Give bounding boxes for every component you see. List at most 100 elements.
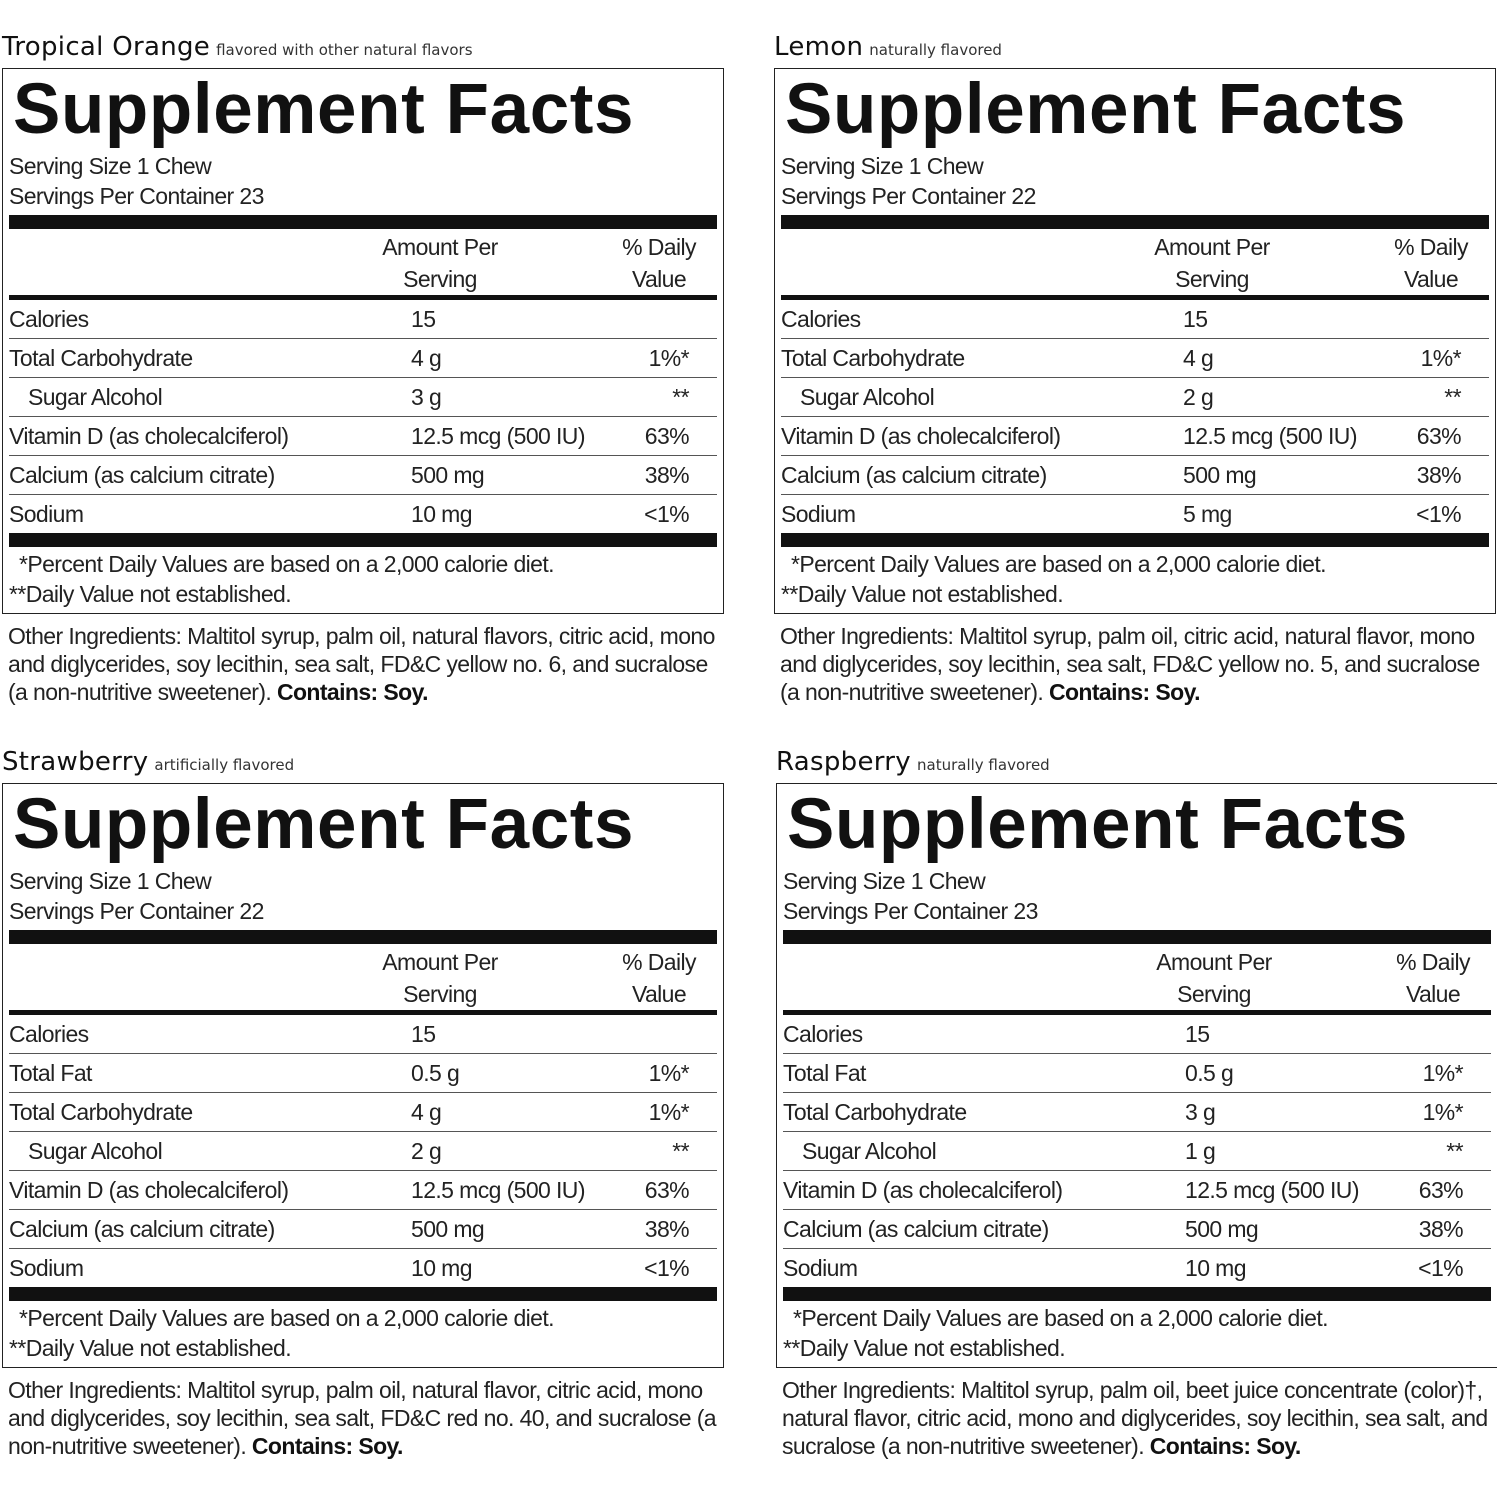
dv-header-line: Value [1405, 981, 1461, 1007]
nutrient-row: Calcium (as calcium citrate) 500 mg 38% [783, 1210, 1491, 1249]
nutrient-daily-value: 1%* [648, 345, 690, 371]
amount-header-line: Amount Per [382, 234, 498, 260]
thick-divider [9, 215, 717, 229]
nutrient-row: Calcium (as calcium citrate) 500 mg 38% [9, 1210, 717, 1249]
ingredients-text: Other Ingredients: Maltitol syrup, palm … [8, 1377, 717, 1459]
nutrient-amount: 15 [411, 306, 436, 332]
nutrient-name: Total Carbohydrate [9, 1099, 193, 1125]
nutrient-amount: 10 mg [1185, 1255, 1247, 1281]
footnote-not-established: **Daily Value not established. [9, 581, 292, 607]
dv-header-line: Value [631, 981, 687, 1007]
thick-divider [9, 533, 717, 547]
amount-header: Amount Per Serving [1149, 946, 1279, 1010]
nutrient-daily-value: <1% [644, 1255, 689, 1281]
nutrient-row: Sugar Alcohol 3 g ** [9, 378, 717, 417]
supplement-label-lemon: Lemon naturally flavored Supplement Facts S… [774, 30, 1496, 706]
nutrient-name: Calcium (as calcium citrate) [9, 462, 275, 488]
amount-header: Amount Per Serving [1147, 231, 1277, 295]
nutrient-row: Sodium 10 mg <1% [783, 1249, 1491, 1287]
medium-divider [781, 295, 1489, 300]
nutrient-row: Vitamin D (as cholecalciferol) 12.5 mcg (… [9, 417, 717, 456]
nutrient-daily-value: <1% [644, 501, 689, 527]
ingredients-text: Other Ingredients: Maltitol syrup, palm … [782, 1377, 1488, 1459]
amount-header-line: Serving [403, 981, 477, 1007]
footnote-percent: *Percent Daily Values are based on a 2,0… [19, 1305, 555, 1331]
thick-divider [9, 1287, 717, 1301]
nutrient-amount: 4 g [1183, 345, 1214, 371]
other-ingredients: Other Ingredients: Maltitol syrup, palm … [2, 1376, 728, 1460]
allergen-contains: Contains: Soy. [251, 1433, 404, 1459]
footnote-not-established: **Daily Value not established. [781, 581, 1064, 607]
nutrient-name: Total Fat [783, 1060, 866, 1086]
flavor-note: naturally flavored [869, 41, 1002, 59]
flavor-note: naturally flavored [917, 756, 1050, 774]
nutrient-row: Total Fat 0.5 g 1%* [783, 1054, 1491, 1093]
flavor-heading: Lemon naturally flavored [774, 30, 1496, 68]
dv-header: % Daily Value [1376, 231, 1486, 295]
nutrient-name: Vitamin D (as cholecalciferol) [781, 423, 1061, 449]
ingredients-text: Other Ingredients: Maltitol syrup, palm … [8, 623, 715, 705]
amount-header-line: Serving [1177, 981, 1251, 1007]
servings-per-container: Servings Per Container 22 [781, 183, 1036, 209]
amount-header-line: Amount Per [1154, 234, 1270, 260]
dv-header-line: Value [631, 266, 687, 292]
footnote-percent: *Percent Daily Values are based on a 2,0… [793, 1305, 1329, 1331]
nutrient-name: Sugar Alcohol [28, 1138, 163, 1164]
medium-divider [9, 1010, 717, 1015]
nutrient-row: Calories 15 [783, 1015, 1491, 1054]
flavor-name: Strawberry [2, 747, 149, 777]
nutrient-daily-value: ** [1444, 384, 1461, 410]
nutrient-amount: 500 mg [411, 462, 485, 488]
nutrient-amount: 15 [411, 1021, 436, 1047]
nutrient-daily-value: 38% [644, 462, 690, 488]
dv-header: % Daily Value [604, 946, 714, 1010]
nutrient-daily-value: 1%* [1420, 345, 1462, 371]
serving-size: Serving Size 1 Chew [9, 868, 212, 894]
nutrient-daily-value: <1% [1416, 501, 1461, 527]
amount-header: Amount Per Serving [375, 231, 505, 295]
nutrient-daily-value: 1%* [1422, 1099, 1464, 1125]
nutrient-amount: 12.5 mcg (500 IU) [1183, 423, 1357, 449]
nutrient-row: Calories 15 [781, 300, 1489, 339]
column-headers: Amount Per Serving % Daily Value [9, 944, 717, 1010]
serving-size: Serving Size 1 Chew [783, 868, 986, 894]
footnote-percent: *Percent Daily Values are based on a 2,0… [19, 551, 555, 577]
nutrient-row: Total Carbohydrate 3 g 1%* [783, 1093, 1491, 1132]
nutrient-daily-value: ** [1446, 1138, 1463, 1164]
flavor-note: artificially flavored [154, 756, 295, 774]
dv-header-line: % Daily [1394, 234, 1468, 260]
supplement-label-tropical-orange: Tropical Orange flavored with other natur… [2, 30, 724, 706]
other-ingredients: Other Ingredients: Maltitol syrup, palm … [2, 622, 728, 706]
column-headers: Amount Per Serving % Daily Value [783, 944, 1491, 1010]
nutrient-daily-value: 1%* [1422, 1060, 1464, 1086]
flavor-heading: Strawberry artificially flavored [2, 745, 724, 783]
nutrient-name: Sodium [9, 501, 84, 527]
amount-header-line: Amount Per [382, 949, 498, 975]
nutrient-amount: 15 [1183, 306, 1208, 332]
nutrient-name: Calories [783, 1021, 863, 1047]
nutrient-amount: 4 g [411, 345, 442, 371]
servings-per-container: Servings Per Container 23 [9, 183, 264, 209]
nutrient-name: Total Carbohydrate [783, 1099, 967, 1125]
nutrient-row: Vitamin D (as cholecalciferol) 12.5 mcg (… [9, 1171, 717, 1210]
thick-divider [9, 930, 717, 944]
serving-size: Serving Size 1 Chew [9, 153, 212, 179]
nutrient-name: Calcium (as calcium citrate) [781, 462, 1047, 488]
supplement-label-strawberry: Strawberry artificially flavored Supplemen… [2, 745, 724, 1460]
supplement-label-raspberry: Raspberry naturally flavored Supplement Fa… [776, 745, 1497, 1460]
other-ingredients: Other Ingredients: Maltitol syrup, palm … [774, 622, 1497, 706]
nutrient-row: Total Carbohydrate 4 g 1%* [9, 1093, 717, 1132]
nutrient-row: Total Fat 0.5 g 1%* [9, 1054, 717, 1093]
dv-header-line: Value [1403, 266, 1459, 292]
flavor-name: Raspberry [776, 747, 911, 777]
servings-per-container: Servings Per Container 22 [9, 898, 264, 924]
flavor-note: flavored with other natural flavors [216, 41, 473, 59]
nutrient-name: Total Carbohydrate [9, 345, 193, 371]
nutrient-name: Calories [781, 306, 861, 332]
nutrient-row: Sugar Alcohol 2 g ** [9, 1132, 717, 1171]
amount-header-line: Amount Per [1156, 949, 1272, 975]
nutrient-name: Vitamin D (as cholecalciferol) [783, 1177, 1063, 1203]
medium-divider [783, 1010, 1491, 1015]
nutrient-row: Calcium (as calcium citrate) 500 mg 38% [9, 456, 717, 495]
thick-divider [781, 215, 1489, 229]
